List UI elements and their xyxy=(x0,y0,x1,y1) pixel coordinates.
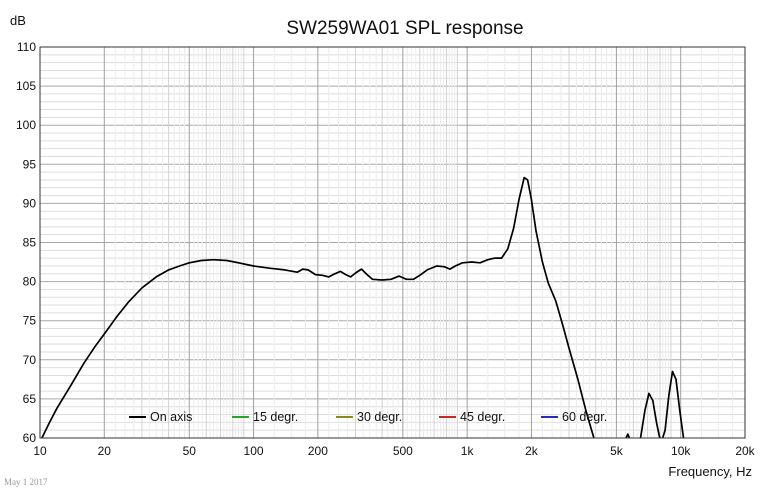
series-line xyxy=(40,176,685,438)
y-tick-label: 70 xyxy=(23,353,37,367)
y-tick-label: 75 xyxy=(23,314,37,328)
legend-label: 60 degr. xyxy=(562,410,607,424)
y-tick-labels: 60 65 70 75 80 85 90 95 100 105 110 xyxy=(16,40,36,445)
y-tick-label: 110 xyxy=(17,40,36,54)
x-tick-label: 20 xyxy=(98,444,112,458)
y-tick-label: 80 xyxy=(23,275,37,289)
legend: On axis 15 degr. 30 degr. 45 degr. 60 degr. xyxy=(129,410,607,424)
legend-label: 45 degr. xyxy=(460,410,505,424)
x-tick-label: 20k xyxy=(735,444,755,458)
series-layer xyxy=(40,176,685,438)
x-tick-label: 500 xyxy=(393,444,413,458)
x-tick-label: 100 xyxy=(244,444,264,458)
x-tick-label: 10 xyxy=(33,444,47,458)
x-axis-label: Frequency, Hz xyxy=(668,464,752,479)
y-tick-label: 85 xyxy=(23,236,37,250)
legend-label: 30 degr. xyxy=(357,410,402,424)
y-tick-label: 100 xyxy=(16,118,36,132)
y-tick-label: 90 xyxy=(23,196,37,210)
x-tick-label: 50 xyxy=(183,444,197,458)
x-tick-label: 10k xyxy=(671,444,691,458)
y-tick-label: 65 xyxy=(23,392,37,406)
x-tick-label: 1k xyxy=(461,444,475,458)
y-axis-label: dB xyxy=(10,13,26,28)
x-tick-labels: 10 20 50 100 200 500 1k 2k 5k 10k 20k xyxy=(33,444,755,458)
plot-frame xyxy=(39,46,746,439)
x-tick-label: 5k xyxy=(610,444,624,458)
chart-title: SW259WA01 SPL response xyxy=(286,18,523,39)
grid-lines xyxy=(40,46,745,439)
legend-label: 15 degr. xyxy=(253,410,298,424)
x-tick-label: 200 xyxy=(308,444,328,458)
y-tick-label: 95 xyxy=(23,157,37,171)
date-footnote: May 1 2017 xyxy=(4,477,48,487)
y-tick-label: 60 xyxy=(23,431,37,445)
legend-label: On axis xyxy=(150,410,192,424)
y-tick-label: 105 xyxy=(16,79,36,93)
x-tick-label: 2k xyxy=(525,444,539,458)
